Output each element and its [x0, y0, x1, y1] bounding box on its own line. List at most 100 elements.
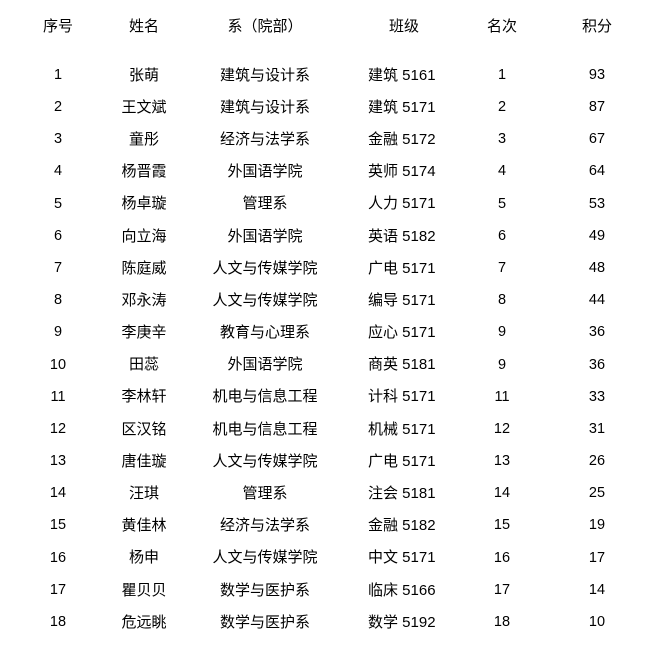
cell-class: 英师 5174: [368, 163, 436, 181]
cell-class: 注会 5181: [368, 485, 436, 503]
cell-class: 计科 5171: [368, 388, 436, 406]
cell-score: 33: [588, 388, 606, 405]
cell-class: 人力 5171: [368, 195, 436, 213]
cell-index: 14: [49, 485, 67, 502]
cell-index: 15: [49, 517, 67, 534]
cell-index: 12: [49, 420, 67, 437]
cell-rank: 18: [493, 614, 511, 631]
table-row: 10 田蕊 外国语学院 商英 5181 9 36: [20, 349, 660, 381]
table-row: 4 杨晋霞 外国语学院 英师 5174 4 64: [20, 156, 660, 188]
cell-name: 杨申: [128, 549, 159, 567]
cell-department: 人文与传媒学院: [212, 549, 318, 567]
cell-name: 杨卓璇: [121, 195, 167, 213]
cell-score: 53: [588, 195, 606, 212]
cell-index: 10: [49, 356, 67, 373]
cell-score: 10: [588, 614, 606, 631]
table-body: 1 张萌 建筑与设计系 建筑 5161 1 93 2 王文斌 建筑与设计系 建筑…: [0, 59, 662, 638]
cell-index: 16: [49, 549, 67, 566]
cell-score: 48: [588, 259, 606, 276]
cell-rank: 2: [497, 99, 507, 116]
cell-class: 建筑 5171: [368, 98, 436, 116]
cell-department: 管理系: [242, 485, 288, 503]
cell-name: 瞿贝贝: [121, 581, 167, 599]
cell-rank: 5: [497, 195, 507, 212]
cell-name: 张萌: [128, 66, 159, 84]
cell-class: 广电 5171: [368, 259, 436, 277]
table-row: 14 汪琪 管理系 注会 5181 14 25: [20, 477, 660, 509]
cell-score: 14: [588, 581, 606, 598]
cell-department: 建筑与设计系: [219, 98, 310, 116]
cell-name: 陈庭威: [121, 259, 167, 277]
table-row: 16 杨申 人文与传媒学院 中文 5171 16 17: [20, 542, 660, 574]
table-row: 17 瞿贝贝 数学与医护系 临床 5166 17 14: [20, 574, 660, 606]
col-header-name: 姓名: [128, 17, 159, 35]
cell-department: 外国语学院: [227, 356, 303, 374]
cell-rank: 9: [497, 356, 507, 373]
cell-name: 李林轩: [121, 388, 167, 406]
cell-score: 67: [588, 131, 606, 148]
cell-rank: 9: [497, 324, 507, 341]
cell-rank: 11: [494, 388, 510, 405]
cell-name: 邓永涛: [121, 291, 167, 309]
cell-class: 机械 5171: [368, 420, 436, 438]
cell-class: 中文 5171: [368, 549, 436, 567]
cell-index: 5: [53, 195, 63, 212]
cell-department: 数学与医护系: [219, 613, 310, 631]
cell-department: 建筑与设计系: [219, 66, 310, 84]
col-header-rank: 名次: [486, 17, 517, 35]
cell-score: 87: [588, 99, 606, 116]
cell-rank: 16: [493, 549, 511, 566]
cell-department: 外国语学院: [227, 227, 303, 245]
cell-name: 危远眺: [121, 613, 167, 631]
cell-department: 机电与信息工程: [212, 388, 318, 406]
cell-class: 应心 5171: [368, 324, 436, 342]
cell-class: 数学 5192: [368, 613, 436, 631]
table-row: 7 陈庭威 人文与传媒学院 广电 5171 7 48: [20, 252, 660, 284]
table-row: 8 邓永涛 人文与传媒学院 编导 5171 8 44: [20, 284, 660, 316]
cell-score: 44: [588, 292, 606, 309]
cell-score: 49: [588, 227, 606, 244]
header-body-spacer: [0, 42, 662, 59]
cell-rank: 15: [493, 517, 511, 534]
cell-name: 田蕊: [128, 356, 159, 374]
col-header-score: 积分: [581, 17, 612, 35]
cell-class: 广电 5171: [368, 452, 436, 470]
cell-index: 7: [53, 259, 63, 276]
cell-department: 人文与传媒学院: [212, 259, 318, 277]
cell-score: 64: [588, 163, 606, 180]
cell-index: 1: [53, 66, 63, 83]
cell-department: 人文与传媒学院: [212, 291, 318, 309]
cell-class: 临床 5166: [368, 581, 436, 599]
table-row: 13 唐佳璇 人文与传媒学院 广电 5171 13 26: [20, 445, 660, 477]
cell-department: 教育与心理系: [219, 324, 310, 342]
cell-name: 童彤: [128, 130, 159, 148]
cell-score: 17: [588, 549, 606, 566]
cell-rank: 7: [497, 259, 507, 276]
col-header-index: 序号: [42, 17, 73, 35]
cell-department: 管理系: [242, 195, 288, 213]
cell-rank: 13: [493, 453, 511, 470]
cell-rank: 14: [493, 485, 511, 502]
cell-class: 建筑 5161: [368, 66, 436, 84]
cell-name: 杨晋霞: [121, 163, 167, 181]
cell-rank: 1: [497, 66, 507, 83]
cell-index: 18: [49, 614, 67, 631]
cell-index: 2: [53, 99, 63, 116]
cell-index: 8: [53, 292, 63, 309]
cell-score: 19: [588, 517, 606, 534]
cell-index: 6: [53, 227, 63, 244]
cell-rank: 6: [497, 227, 507, 244]
cell-department: 经济与法学系: [219, 517, 310, 535]
cell-class: 金融 5182: [368, 517, 436, 535]
table-row: 9 李庚辛 教育与心理系 应心 5171 9 36: [20, 317, 660, 349]
table-row: 5 杨卓璇 管理系 人力 5171 5 53: [20, 188, 660, 220]
cell-name: 向立海: [121, 227, 167, 245]
cell-score: 25: [588, 485, 606, 502]
cell-department: 经济与法学系: [219, 130, 310, 148]
table-row: 6 向立海 外国语学院 英语 5182 6 49: [20, 220, 660, 252]
cell-department: 人文与传媒学院: [212, 452, 318, 470]
table-row: 15 黄佳林 经济与法学系 金融 5182 15 19: [20, 510, 660, 542]
col-header-department: 系（院部）: [227, 17, 303, 35]
table-row: 18 危远眺 数学与医护系 数学 5192 18 10: [20, 606, 660, 638]
cell-index: 9: [53, 324, 63, 341]
